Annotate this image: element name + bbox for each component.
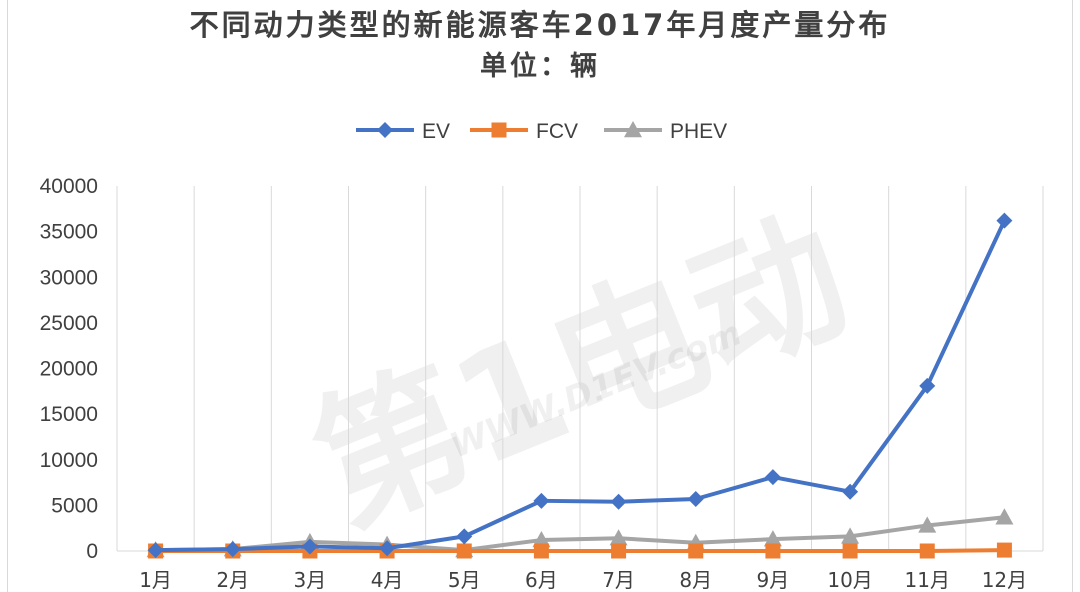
y-tick-label: 40000 [40,175,98,198]
data-point-ev [301,538,318,555]
x-tick-label: 10月 [827,568,872,592]
y-tick-label: 5000 [51,494,98,517]
data-point-ev [842,483,859,500]
data-point-fcv [456,543,472,559]
x-tick-label: 3月 [294,568,327,592]
legend-item-phev: PHEV [604,120,727,143]
data-point-phev [609,529,628,546]
data-point-ev [919,377,936,394]
x-tick-label: 8月 [679,568,712,592]
x-tick-label: 9月 [757,568,790,592]
legend-marker-phev [624,121,642,138]
series-line-phev [155,515,1005,553]
chart-title: 不同动力类型的新能源客车2017年月度产量分布 [189,8,891,42]
gridlines [116,186,1044,552]
data-point-fcv [842,543,858,559]
x-tick-label: 4月 [371,568,404,592]
y-tick-label: 0 [86,540,98,563]
data-point-fcv [688,543,704,559]
data-point-ev [533,492,550,509]
x-tick-label: 6月 [525,568,558,592]
x-tick-label: 12月 [982,568,1027,592]
series-line-ev [155,219,1007,553]
y-tick-label: 15000 [40,403,98,426]
x-tick-label: 2月 [216,568,249,592]
data-point-ev [147,542,164,559]
data-point-phev [995,508,1014,525]
data-point-ev [610,493,627,510]
chart-subtitle: 单位：辆 [480,51,600,82]
data-point-ev [379,540,396,557]
y-tick-label: 10000 [40,449,98,472]
data-point-ev [456,528,473,545]
legend-item-fcv: FCV [470,120,578,143]
legend: EV FCV PHEV [356,120,727,143]
y-tick-label: 35000 [40,221,98,244]
series-lines [146,212,1014,559]
series-line-fcv [155,548,1005,553]
data-point-ev [764,469,781,486]
data-point-phev [763,530,782,547]
y-tick-label: 20000 [40,358,98,381]
x-axis-ticks: 1月 2月 3月 4月 5月 6月 7月 8月 9月 10月 11月 12月 [139,568,1027,592]
data-point-fcv [919,543,935,559]
data-point-fcv [533,543,549,559]
data-point-fcv [611,543,627,559]
y-tick-label: 25000 [40,312,98,335]
legend-label-phev: PHEV [670,120,727,143]
x-tick-label: 7月 [602,568,635,592]
legend-item-ev: EV [356,120,450,143]
data-point-fcv [765,543,781,559]
data-point-ev [996,212,1013,229]
x-tick-label: 11月 [905,568,950,592]
data-point-ev [687,490,704,507]
series-ev [147,212,1013,559]
data-point-phev [841,527,860,544]
legend-label-fcv: FCV [536,120,578,143]
legend-label-ev: EV [422,120,450,143]
data-point-fcv [996,542,1012,558]
legend-marker-ev [377,122,393,138]
y-tick-label: 30000 [40,266,98,289]
legend-marker-fcv [491,122,507,138]
data-point-phev [918,516,937,533]
x-tick-label: 1月 [139,568,172,592]
data-point-ev [224,541,241,558]
data-point-phev [532,531,551,548]
y-axis-ticks: 0 5000 10000 15000 20000 25000 30000 35000 40000 [40,175,98,563]
x-tick-label: 5月 [448,568,481,592]
